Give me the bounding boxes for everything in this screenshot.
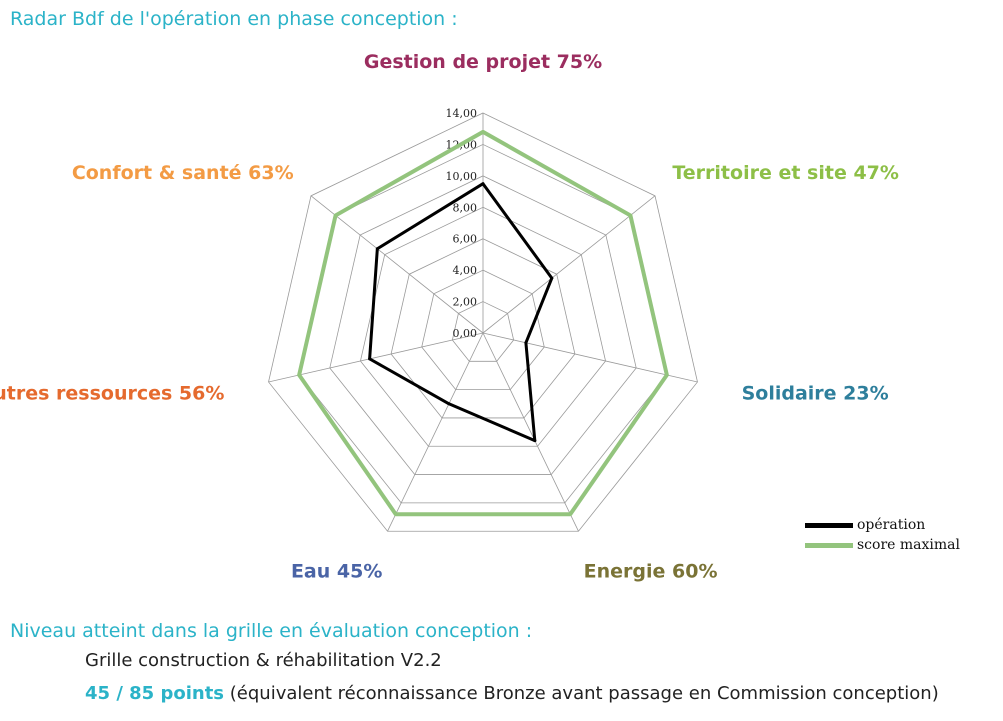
series-score-maximal [297,129,669,517]
spoke-2 [482,332,698,383]
axis-label-4: Eau 45% [291,561,382,583]
grid-name: Grille construction & réhabilitation V2.… [85,650,442,671]
point-score-maximal-1 [628,213,632,217]
series-operation [368,182,554,443]
spoke-3 [482,332,579,532]
grid-ring-1 [451,301,515,362]
legend-item-score-maximal: score maximal [805,535,960,555]
point-score-maximal-5 [297,373,301,377]
axis-label-5: Autres ressources 56% [0,383,224,405]
grid-ring-2 [421,269,545,391]
tick-label: 4,00 [453,264,478,277]
tick-label: 14,00 [446,107,478,120]
spoke-1 [482,195,656,334]
axis-label-2: Solidaire 23% [742,383,889,405]
tick-label: 6,00 [453,233,478,246]
spoke-4 [387,332,484,532]
tick-label: 10,00 [446,170,478,183]
grid-ring-7 [268,112,698,532]
point-operation-5 [368,357,372,361]
axis-label-6: Confort & santé 63% [72,162,294,184]
points-line: 45 / 85 points (équivalent réconnaissanc… [85,683,939,704]
point-score-maximal-6 [334,213,338,217]
legend-label-score-maximal: score maximal [857,537,960,553]
point-score-maximal-3 [568,512,572,516]
legend-swatch-operation [805,522,853,528]
points-value: 45 / 85 points [85,683,225,704]
point-score-maximal-2 [665,373,669,377]
point-operation-4 [447,402,451,406]
spoke-6 [310,195,484,334]
point-operation-6 [375,247,379,251]
point-operation-1 [550,276,554,280]
spoke-5 [268,332,484,383]
point-score-maximal-4 [394,512,398,516]
axis-label-3: Energie 60% [584,561,718,583]
points-note: (équivalent réconnaissance Bronze avant … [229,683,939,704]
legend: opération score maximal [805,515,960,555]
legend-item-operation: opération [805,515,960,535]
grid-ring-5 [329,175,637,475]
point-operation-2 [524,341,528,345]
level-heading: Niveau atteint dans la grille en évaluat… [10,620,533,642]
tick-label: 8,00 [453,201,478,214]
legend-swatch-score-maximal [805,542,853,548]
chart-title: Radar Bdf de l'opération en phase concep… [10,8,458,30]
legend-label-operation: opération [857,517,926,533]
tick-label: 0,00 [453,327,478,340]
axis-label-0: Gestion de projet 75% [364,51,602,73]
point-operation-3 [533,439,537,443]
point-score-maximal-0 [481,130,485,134]
axis-label-1: Territoire et site 47% [672,162,899,184]
tick-label: 2,00 [453,296,478,309]
point-operation-0 [481,182,485,186]
grid-ring-4 [360,206,606,447]
